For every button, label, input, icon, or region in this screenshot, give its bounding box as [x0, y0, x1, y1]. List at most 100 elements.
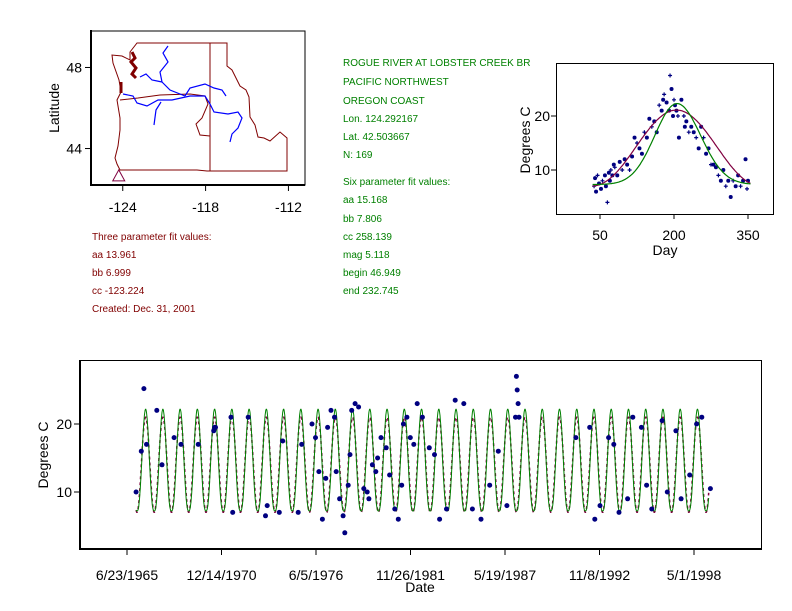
day-data-point — [639, 151, 644, 156]
ts-data-point — [361, 486, 367, 492]
three-param-title: Three parameter fit values: — [92, 232, 212, 243]
ts-data-point — [342, 530, 348, 536]
day-data-point — [689, 124, 694, 129]
ts-data-point — [364, 489, 370, 495]
three-param-aa: aa 13.961 — [92, 250, 137, 261]
ts-data-point — [444, 506, 449, 512]
ts-data-point — [141, 386, 147, 392]
ts-data-point — [513, 373, 519, 379]
station-name: ROGUE RIVER AT LOBSTER CREEK BR — [343, 58, 531, 69]
day-data-point — [659, 108, 664, 113]
ts-data-point — [392, 506, 398, 512]
ts-data-point — [707, 486, 713, 492]
ts-data-point — [400, 421, 406, 427]
ts-data-point — [171, 435, 177, 441]
ts-data-point — [673, 428, 679, 434]
day-data-point — [602, 173, 607, 178]
ts-y-axis-label: Degrees C — [35, 422, 51, 489]
six-param-bb: bb 7.806 — [343, 214, 382, 225]
ts-data-point — [638, 424, 644, 430]
ts-data-point — [138, 448, 144, 454]
day-data-point — [615, 173, 620, 178]
six-param-aa: aa 15.168 — [343, 195, 388, 206]
station-longitude: Lon. 124.292167 — [343, 114, 419, 125]
day-data-point — [632, 135, 637, 140]
day-y-tick-label: 20 — [534, 108, 550, 124]
day-data-point — [625, 162, 630, 167]
day-data-point — [598, 186, 603, 191]
day-data-point — [718, 178, 723, 183]
ts-data-point — [133, 489, 139, 495]
day-data-point — [686, 130, 691, 135]
sample-count: N: 169 — [343, 150, 373, 161]
ts-data-point — [333, 469, 339, 475]
station-region: PACIFIC NORTHWEST — [343, 77, 449, 88]
day-data-point — [682, 124, 687, 129]
day-data-point — [593, 176, 598, 181]
ts-x-tick-label: 11/8/1992 — [569, 567, 630, 583]
day-points — [592, 73, 750, 205]
tributary-river-path — [139, 73, 163, 83]
ts-data-point — [414, 401, 420, 407]
day-data-point — [617, 159, 622, 164]
ts-data-point — [630, 414, 636, 420]
ts-data-point — [280, 438, 286, 444]
day-x-axis-label: Day — [653, 242, 678, 258]
ts-x-tick-label: 6/23/1965 — [96, 567, 158, 583]
ts-data-point — [347, 452, 353, 458]
day-y-axis-label: Degrees C — [517, 107, 533, 174]
ts-data-point — [515, 401, 521, 407]
ts-x-tick-label: 12/14/1970 — [186, 567, 256, 583]
map-y-axis-label: Latitude — [46, 83, 62, 133]
columbia-river-path — [122, 93, 243, 143]
ts-data-point — [263, 513, 268, 519]
day-data-point — [657, 103, 662, 108]
map-x-tick-label: -118 — [192, 199, 219, 215]
ts-data-point — [678, 496, 684, 502]
ts-data-point — [356, 404, 362, 410]
ts-data-point — [349, 407, 355, 413]
ts-data-point — [366, 496, 372, 502]
ts-data-point — [664, 489, 670, 495]
ts-data-point — [337, 496, 343, 502]
ts-data-point — [597, 503, 603, 509]
day-data-point — [612, 165, 617, 170]
willamette-river-path — [153, 101, 162, 126]
day-data-point — [608, 168, 613, 172]
ts-data-point — [487, 482, 493, 488]
day-data-point — [637, 146, 642, 151]
day-data-point — [728, 195, 733, 199]
ts-data-point — [452, 397, 458, 403]
day-data-point — [662, 92, 667, 97]
ts-data-point — [295, 509, 301, 515]
ts-data-point — [411, 441, 417, 447]
map-x-tick-label: -112 — [275, 199, 302, 215]
map-y-tick-label: 48 — [66, 59, 82, 75]
day-x-ticks: 50 200 350 — [592, 214, 760, 243]
ts-data-point — [514, 387, 520, 393]
day-data-point — [605, 200, 610, 205]
ts-data-point — [687, 472, 693, 478]
day-data-point — [610, 173, 615, 178]
day-data-point — [711, 162, 716, 167]
day-data-point — [684, 119, 689, 124]
ts-data-point — [387, 472, 393, 478]
ts-data-point — [625, 496, 631, 502]
ts-data-point — [611, 441, 617, 447]
day-data-point — [745, 186, 750, 191]
ts-data-point — [276, 509, 282, 515]
ts-data-point — [213, 424, 218, 430]
ts-data-point — [649, 506, 655, 512]
state-outline-path — [111, 42, 288, 172]
day-data-point — [679, 97, 684, 102]
ts-y-tick-label: 20 — [56, 416, 72, 432]
ts-data-point — [340, 513, 346, 519]
ts-data-point — [426, 445, 432, 451]
six-param-end: end 232.745 — [343, 286, 399, 297]
ts-x-tick-label: 5/19/1987 — [474, 567, 536, 583]
day-plot-frame — [556, 63, 774, 215]
ts-data-point — [644, 482, 650, 488]
day-data-point — [595, 173, 600, 178]
